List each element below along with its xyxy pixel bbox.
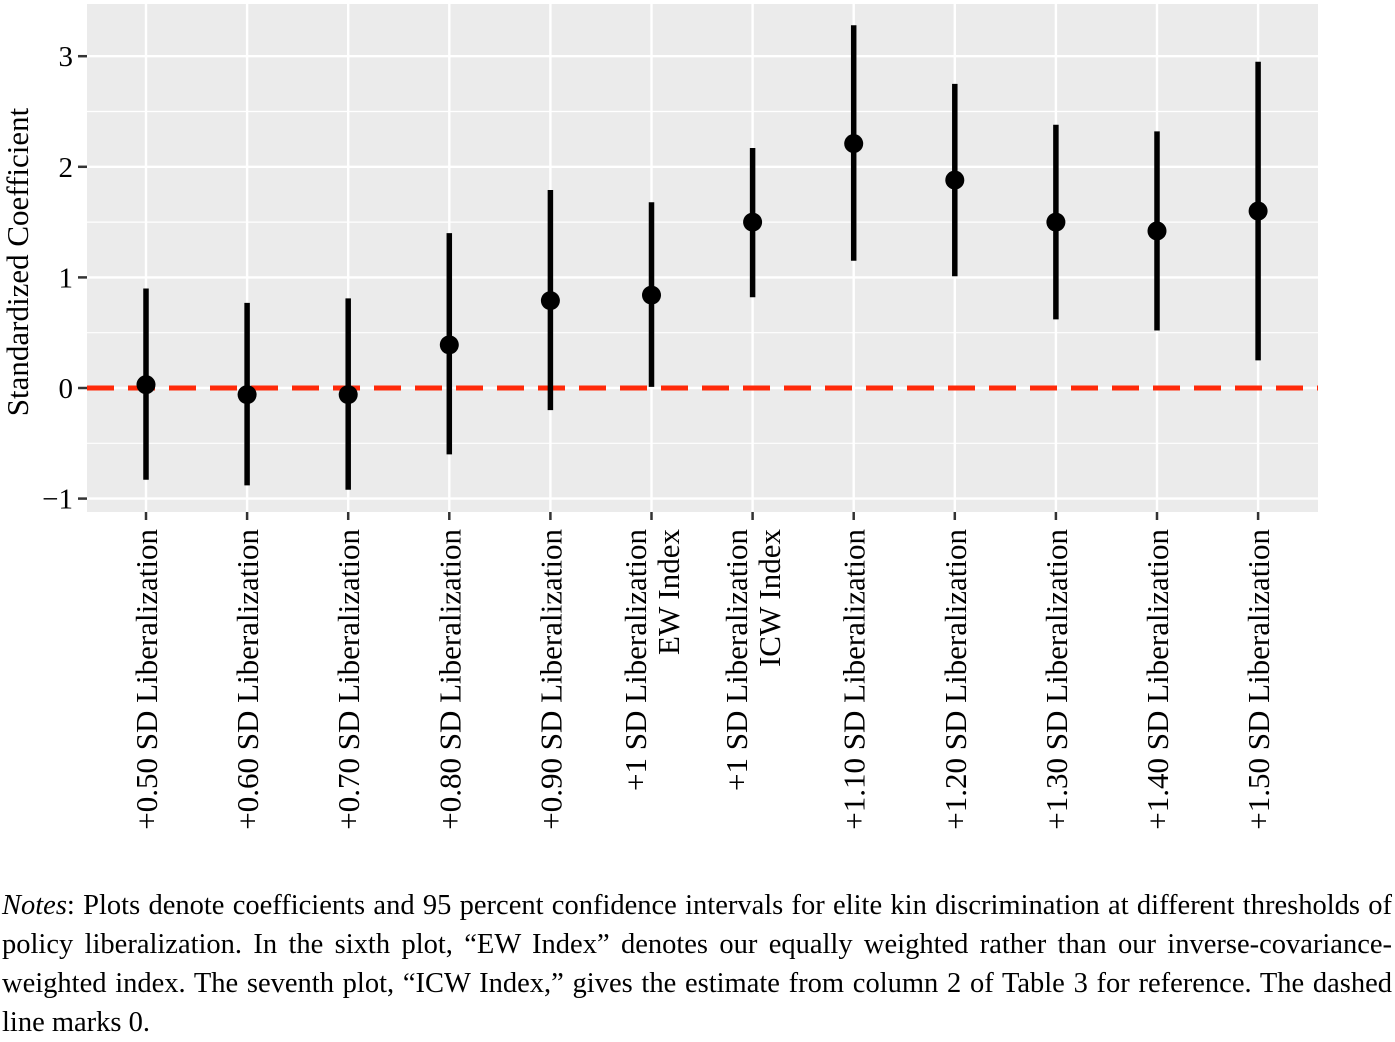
point-estimate <box>1046 212 1066 232</box>
plot-panel <box>87 4 1318 512</box>
y-axis-label: Standardized Coefficient <box>0 107 35 416</box>
x-tick-label: +0.50 SD Liberalization <box>129 529 164 830</box>
y-tick-label: 3 <box>59 41 74 73</box>
coefficient-plot: −1 0 1 2 3 +0.50 SD Liberalization +0.60 SD L… <box>0 4 1318 830</box>
x-tick-label: +0.90 SD Liberalization <box>533 529 568 830</box>
estimates <box>136 25 1268 490</box>
point-estimate <box>1147 221 1167 241</box>
y-tick-label: 0 <box>59 373 74 405</box>
x-tick-label: +1 SD Liberalization <box>719 529 754 791</box>
point-estimate <box>743 212 763 232</box>
x-tick-label: +1.30 SD Liberalization <box>1039 529 1074 830</box>
point-estimate <box>844 134 864 154</box>
notes-label: Notes <box>2 890 67 921</box>
y-tick-label: −1 <box>42 484 73 516</box>
x-tick-label: +1.10 SD Liberalization <box>837 529 872 830</box>
point-estimate <box>237 385 257 405</box>
x-tick-label: EW Index <box>651 529 686 655</box>
notes-text: : Plots denote coefficients and 95 perce… <box>2 890 1392 1038</box>
x-tick-label: +1 SD Liberalization <box>618 529 653 791</box>
x-tick-label: +1.20 SD Liberalization <box>938 529 973 830</box>
y-axis: −1 0 1 2 3 <box>42 41 87 516</box>
point-estimate <box>642 285 661 305</box>
x-tick-label: +1.40 SD Liberalization <box>1140 529 1175 830</box>
x-tick-label: +0.60 SD Liberalization <box>230 529 265 830</box>
y-tick-label: 1 <box>59 262 74 294</box>
point-estimate <box>439 335 459 355</box>
point-estimate <box>540 291 560 311</box>
x-tick-label: +1.50 SD Liberalization <box>1241 529 1276 830</box>
point-estimate <box>136 375 156 395</box>
y-tick-label: 2 <box>59 152 74 184</box>
point-estimate <box>945 170 965 190</box>
x-tick-label: ICW Index <box>752 529 787 668</box>
x-tick-label: +0.80 SD Liberalization <box>432 529 467 830</box>
figure-notes: Notes: Plots denote coefficients and 95 … <box>2 886 1392 1042</box>
point-estimate <box>1248 201 1268 221</box>
x-tick-label: +0.70 SD Liberalization <box>331 529 366 830</box>
point-estimate <box>338 385 358 405</box>
x-axis: +0.50 SD Liberalization +0.60 SD Liberali… <box>129 512 1276 830</box>
